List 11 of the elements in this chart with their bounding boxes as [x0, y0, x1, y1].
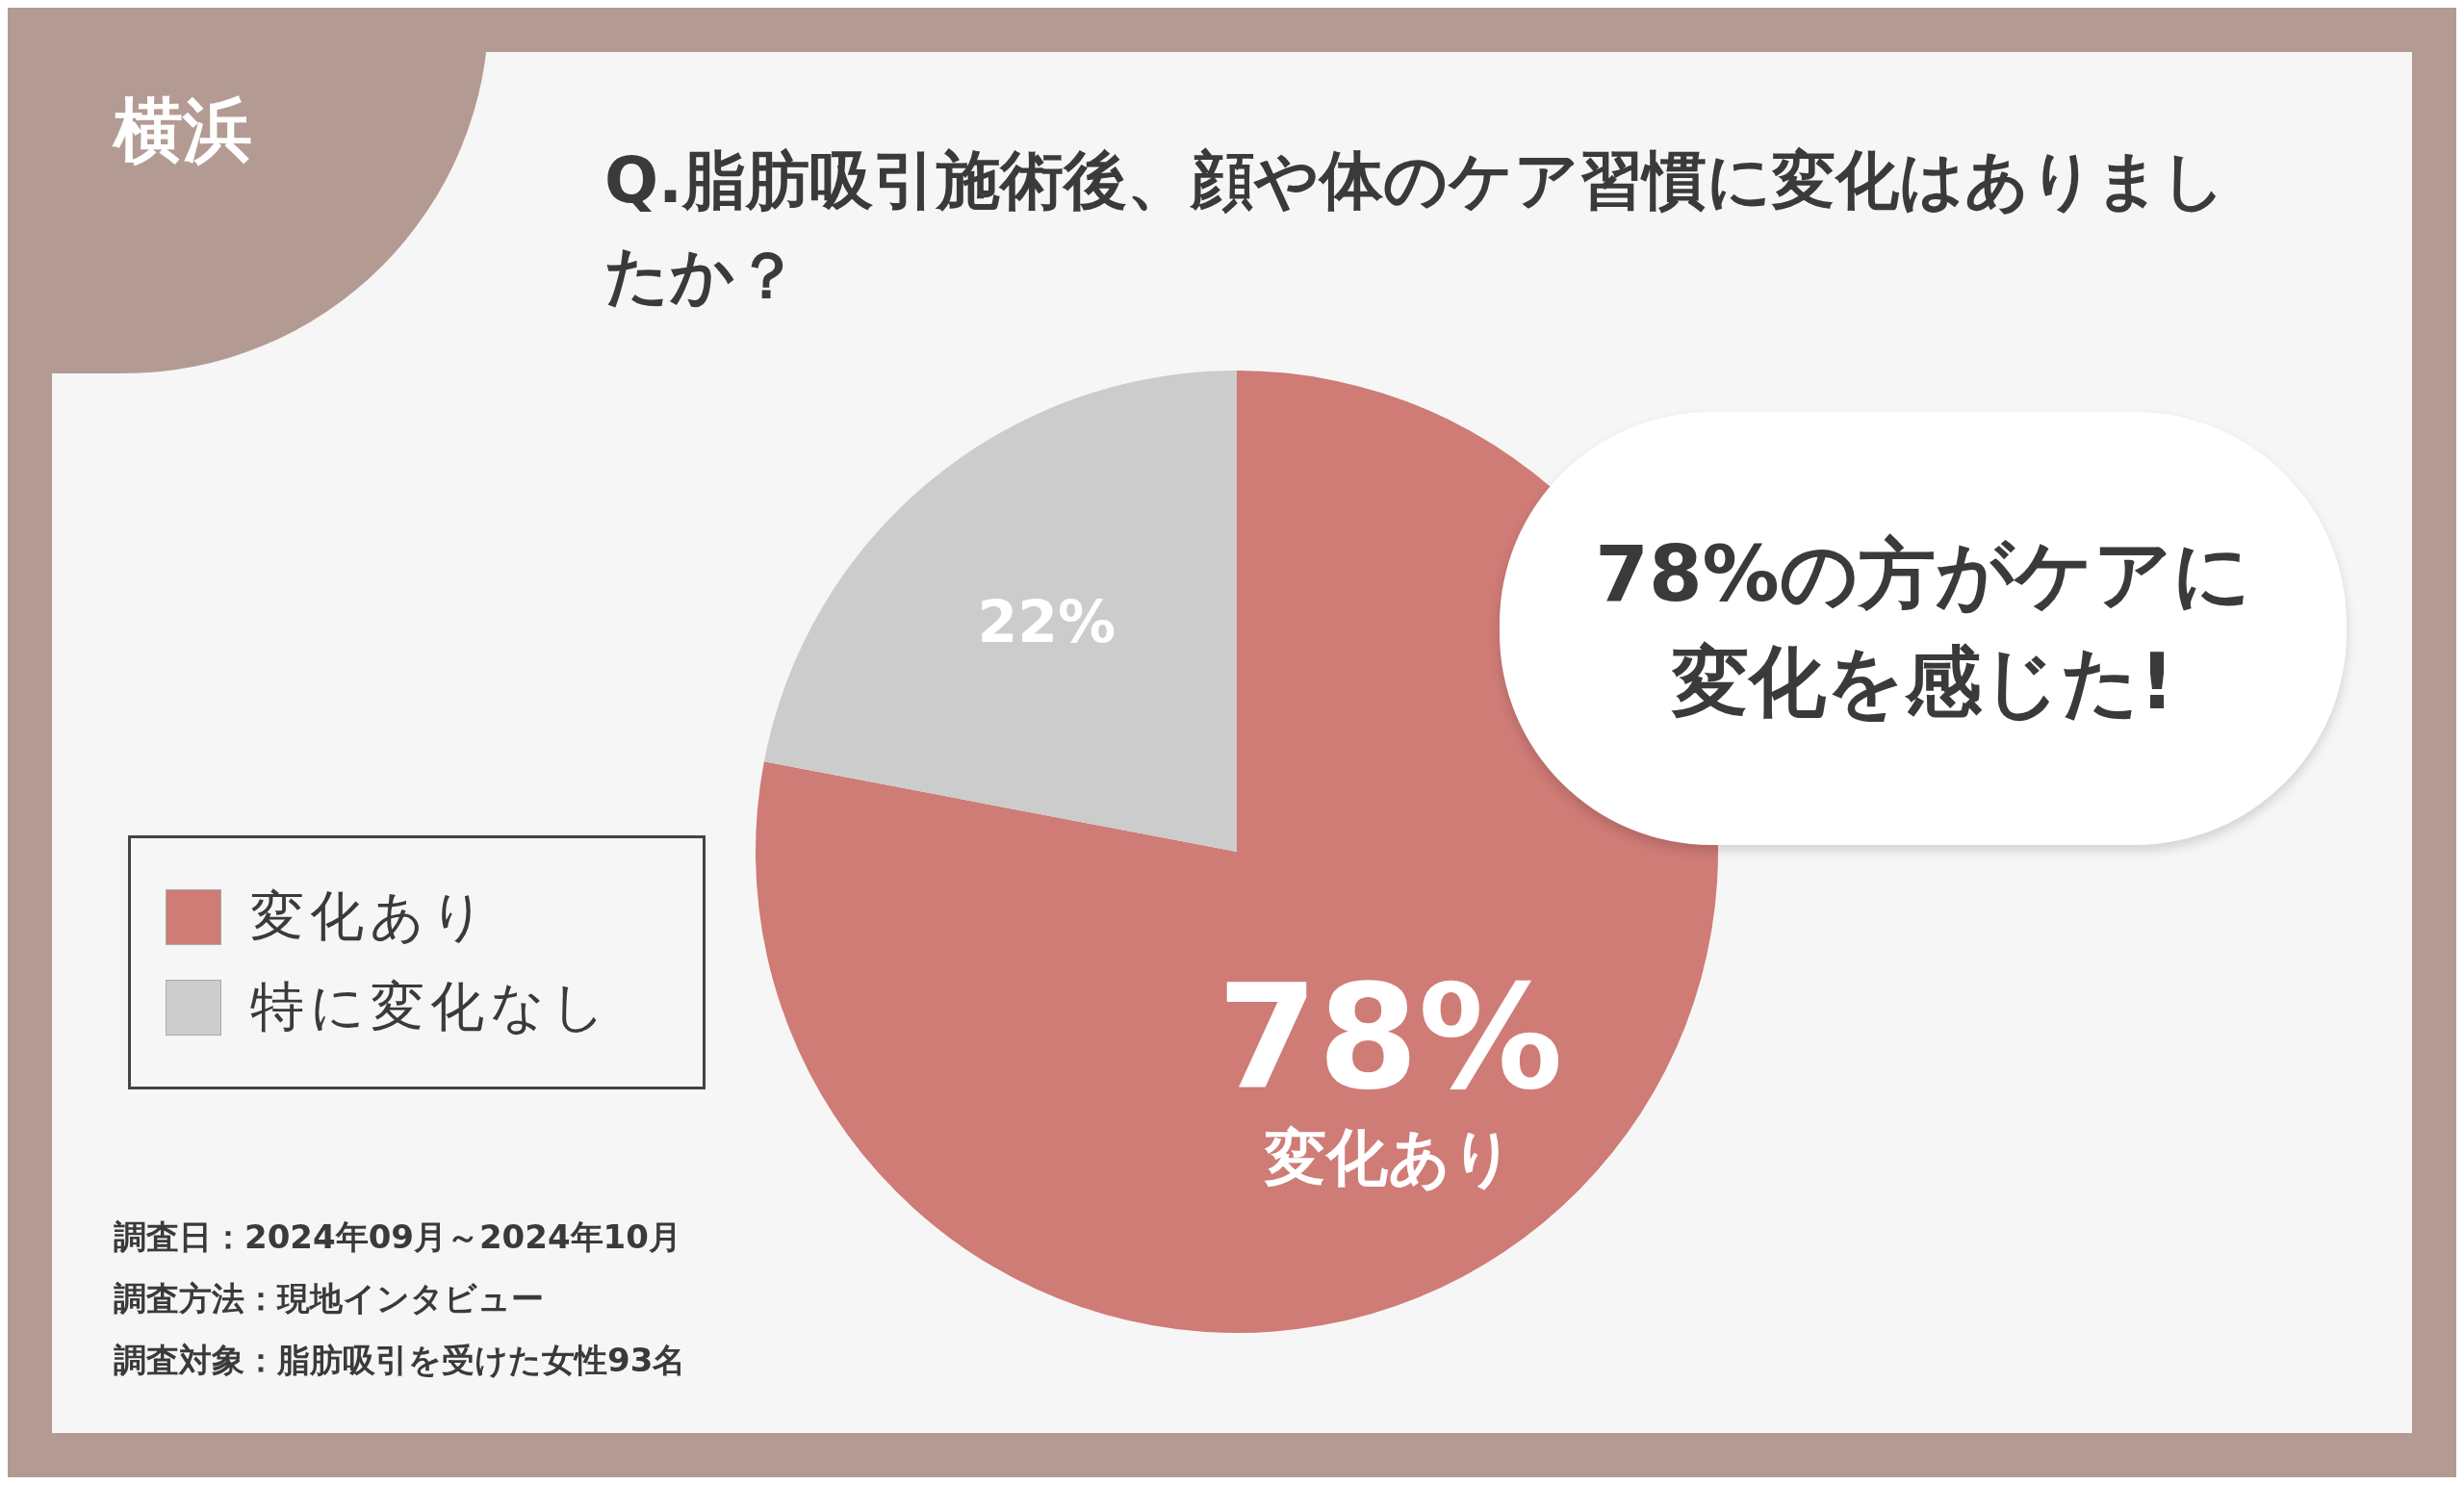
pie-slice	[763, 371, 1237, 852]
chart-title: Q.脂肪吸引施術後、顔や体のケア習慣に変化はありましたか？	[604, 142, 2228, 315]
legend-label: 特に変化なし	[250, 974, 611, 1039]
text: 調査対象：脂肪吸引を受けた女性93名	[114, 1340, 686, 1381]
text: 調査方法：現地インタビュー	[114, 1278, 545, 1319]
text: 調査日：2024年09月～2024年10月	[114, 1216, 682, 1258]
text: 78%の方がケアに変化を感じた!	[1594, 528, 2252, 729]
slice-label: 変化あり	[1264, 1121, 1516, 1193]
chart-subtitle: 横浜	[114, 89, 252, 172]
data-label: 78%	[1217, 953, 1563, 1121]
legend-label: 変化あり	[250, 883, 491, 949]
